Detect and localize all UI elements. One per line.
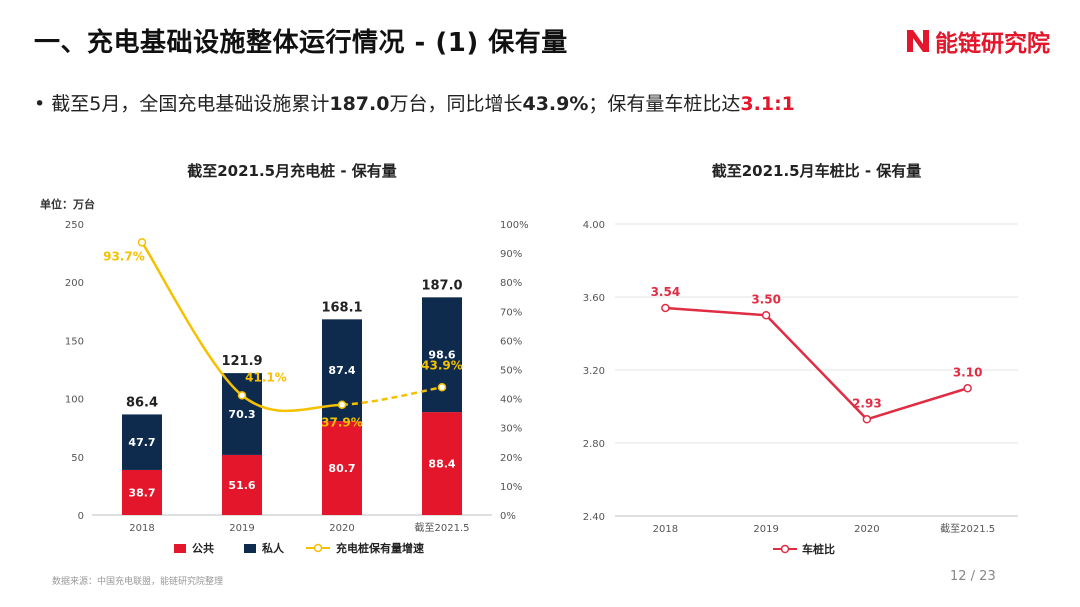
bar-total-label: 86.4 bbox=[126, 395, 158, 410]
bar-public-label: 88.4 bbox=[428, 458, 455, 471]
y2-tick-label: 20% bbox=[500, 453, 522, 464]
page-number: 12 / 23 bbox=[950, 569, 996, 584]
bar-total-label: 121.9 bbox=[221, 354, 262, 369]
y-tick-label: 2.80 bbox=[583, 439, 605, 450]
legend-private-label: 私人 bbox=[262, 541, 285, 555]
y-tick-label: 2.40 bbox=[583, 512, 605, 523]
bar-private-label: 47.7 bbox=[128, 436, 155, 449]
vehicle-charger-ratio-chart: 截至2021.5月车桩比 - 保有量 2.40 2.80 3.20 3.60 4.00 20… bbox=[583, 162, 1018, 556]
bar-private-label: 70.3 bbox=[228, 408, 255, 421]
summary-text-1: 截至5月，全国充电基础设施累计 bbox=[51, 93, 330, 115]
bar-public-label: 38.7 bbox=[128, 486, 155, 499]
bar-public bbox=[122, 469, 162, 515]
growth-point bbox=[137, 238, 147, 247]
bar-public bbox=[322, 421, 362, 515]
legend-ratio-label: 车桩比 bbox=[802, 542, 835, 556]
data-source-note: 数据来源：中国充电联盟，能链研究院整理 bbox=[52, 577, 224, 587]
y-tick-label: 3.60 bbox=[583, 293, 605, 304]
bar-public bbox=[222, 454, 262, 515]
ratio-point bbox=[963, 384, 972, 393]
bar-private-label: 87.4 bbox=[328, 364, 355, 377]
growth-line-dashed bbox=[341, 386, 443, 406]
y-tick-label: 50 bbox=[71, 453, 84, 464]
bar-public-label: 51.6 bbox=[228, 479, 255, 492]
growth-label: 37.9% bbox=[321, 416, 363, 430]
legend-ratio-marker bbox=[780, 544, 790, 554]
logo-text: 能链研究院 bbox=[935, 31, 1050, 57]
chart-title: 截至2021.5月车桩比 - 保有量 bbox=[712, 162, 922, 180]
ratio-label: 3.10 bbox=[953, 365, 983, 379]
growth-line-solid bbox=[140, 241, 343, 413]
y-tick-label: 150 bbox=[65, 336, 84, 347]
logo-n-icon bbox=[907, 30, 929, 52]
growth-label: 43.9% bbox=[421, 358, 463, 372]
bar-public bbox=[422, 412, 462, 515]
ratio-point bbox=[761, 311, 771, 320]
bar-private bbox=[422, 297, 462, 413]
bar-private bbox=[222, 373, 262, 455]
legend-public-label: 公共 bbox=[192, 541, 214, 555]
y2-tick-label: 10% bbox=[500, 482, 522, 493]
ratio-point bbox=[862, 415, 872, 424]
summary-total-value: 187.0 bbox=[329, 93, 390, 115]
x-tick-label: 2018 bbox=[129, 523, 154, 534]
y2-tick-label: 60% bbox=[500, 336, 522, 347]
legend-growth-label: 充电桩保有量增速 bbox=[336, 541, 424, 555]
x-tick-label: 2019 bbox=[753, 524, 778, 535]
bar-private bbox=[122, 414, 162, 470]
growth-label: 41.1% bbox=[245, 370, 287, 384]
summary-ratio-value: 3.1:1 bbox=[740, 93, 795, 115]
chart-title: 截至2021.5月充电桩 - 保有量 bbox=[187, 162, 397, 180]
y2-tick-label: 90% bbox=[500, 249, 522, 260]
y-tick-label: 3.20 bbox=[583, 366, 605, 377]
y-tick-label: 200 bbox=[65, 278, 84, 289]
x-tick-label: 截至2021.5 bbox=[415, 521, 470, 534]
summary-text-2: 万台，同比增长 bbox=[389, 93, 523, 115]
x-tick-label: 截至2021.5 bbox=[940, 522, 995, 535]
bar-private-label: 98.6 bbox=[428, 349, 455, 362]
growth-point bbox=[437, 383, 447, 392]
ratio-line bbox=[665, 306, 968, 421]
brand-logo: 能链研究院 bbox=[905, 24, 1050, 58]
ratio-point bbox=[661, 303, 670, 313]
legend-growth-marker bbox=[313, 543, 323, 553]
summary-line: • 截至5月，全国充电基础设施累计187.0万台，同比增长43.9%；保有量车桩… bbox=[34, 89, 795, 116]
y-tick-label: 250 bbox=[65, 220, 84, 231]
y2-tick-label: 80% bbox=[500, 278, 522, 289]
growth-point bbox=[337, 400, 347, 409]
y-tick-label: 0 bbox=[78, 511, 84, 522]
y-tick-label: 100 bbox=[65, 395, 84, 406]
growth-point bbox=[237, 391, 247, 400]
bar-total-label: 187.0 bbox=[421, 278, 462, 293]
bar-total-label: 168.1 bbox=[321, 300, 362, 315]
page-title: 一、充电基础设施整体运行情况 - (1) 保有量 bbox=[34, 28, 568, 58]
legend-private-swatch bbox=[244, 544, 256, 553]
growth-label: 93.7% bbox=[103, 249, 145, 263]
x-tick-label: 2018 bbox=[653, 524, 678, 535]
ratio-label: 3.54 bbox=[651, 285, 681, 299]
y-tick-label: 4.00 bbox=[583, 220, 605, 231]
y2-tick-label: 70% bbox=[500, 307, 522, 318]
y2-tick-label: 50% bbox=[500, 366, 522, 377]
bullet-dot: • bbox=[34, 93, 46, 115]
y2-tick-label: 30% bbox=[500, 424, 522, 435]
summary-growth-value: 43.9% bbox=[522, 93, 589, 115]
y2-tick-label: 100% bbox=[500, 220, 529, 231]
bar-public-label: 80.7 bbox=[328, 462, 355, 475]
y2-tick-label: 40% bbox=[500, 395, 522, 406]
y2-tick-label: 0% bbox=[500, 511, 516, 522]
x-tick-label: 2020 bbox=[854, 524, 879, 535]
unit-label: 单位：万台 bbox=[40, 197, 95, 211]
x-tick-label: 2020 bbox=[329, 523, 354, 534]
legend-public-swatch bbox=[174, 544, 186, 553]
ratio-label: 2.93 bbox=[852, 396, 882, 410]
ratio-label: 3.50 bbox=[751, 292, 781, 306]
summary-text-3: ；保有量车桩比达 bbox=[588, 93, 741, 115]
x-tick-label: 2019 bbox=[229, 523, 254, 534]
